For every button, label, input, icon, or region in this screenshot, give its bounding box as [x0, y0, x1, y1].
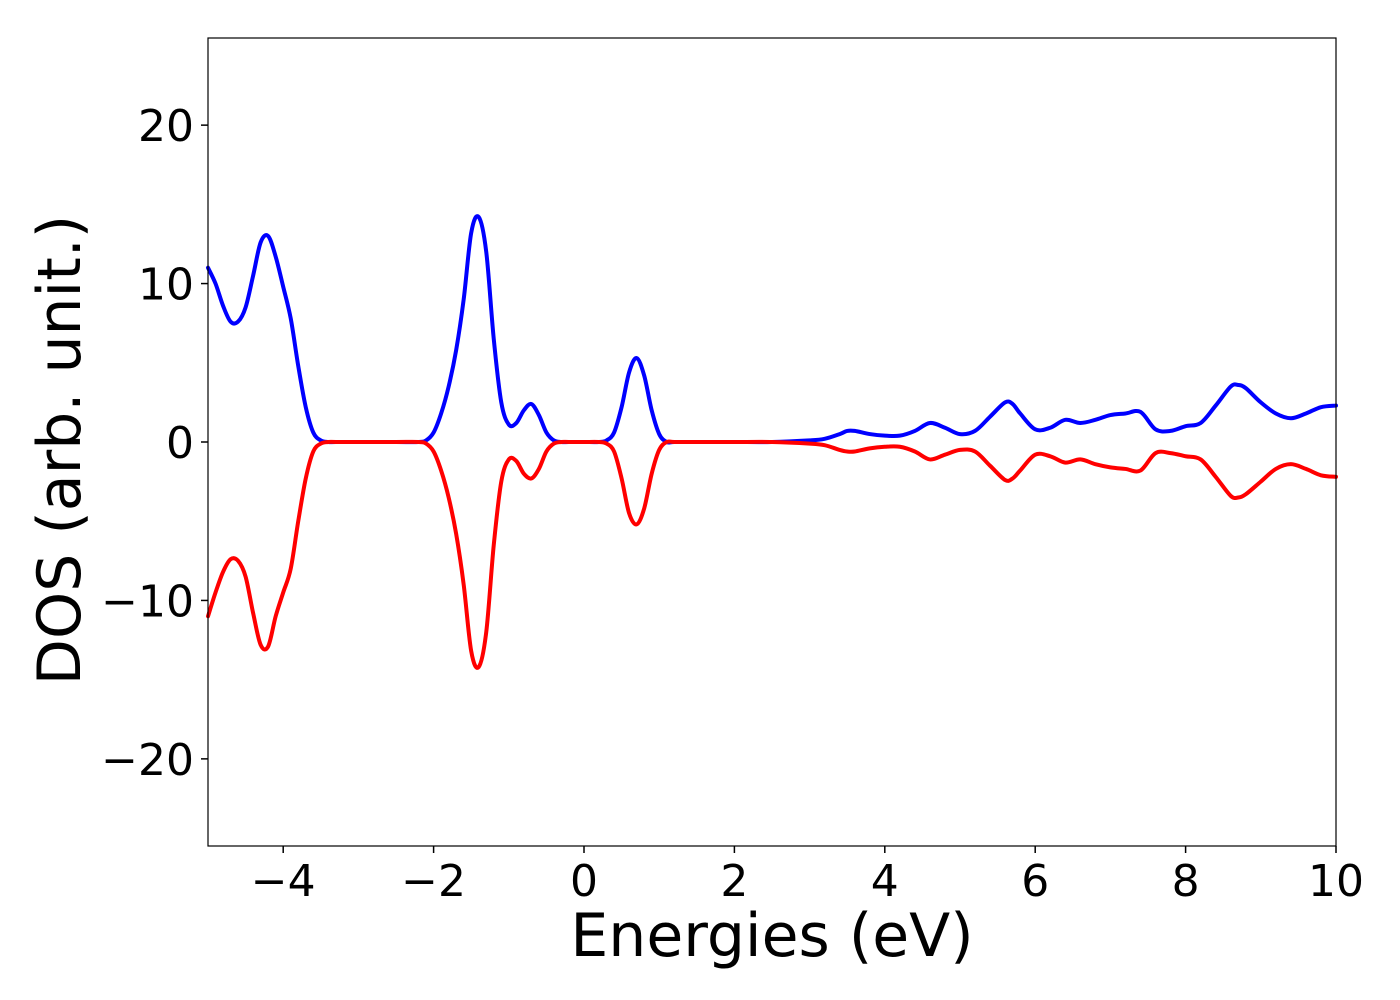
x-tick-label: −4 [251, 856, 316, 907]
x-tick-label: 6 [1021, 856, 1049, 907]
y-tick-label: 0 [166, 418, 194, 469]
y-tick-label: 20 [138, 101, 194, 152]
y-tick-label: 10 [138, 260, 194, 311]
x-tick-label: 4 [871, 856, 899, 907]
x-tick-label: 8 [1172, 856, 1200, 907]
y-tick-label: −20 [101, 735, 194, 786]
series-line-2 [206, 439, 1338, 670]
x-tick-label: 0 [570, 856, 598, 907]
x-axis-ticks: −4 −2 0 2 4 6 8 10 [251, 846, 1364, 907]
x-tick-label: 10 [1308, 856, 1364, 907]
series-layer [206, 214, 1338, 670]
y-tick-label: −10 [101, 576, 194, 627]
y-axis-ticks: −20 −10 0 10 20 [101, 101, 208, 786]
x-tick-label: −2 [401, 856, 466, 907]
x-axis-label: Energies (eV) [570, 901, 973, 971]
x-tick-label: 2 [720, 856, 748, 907]
y-axis-label: DOS (arb. unit.) [25, 215, 95, 685]
series-line-1 [206, 214, 1338, 445]
